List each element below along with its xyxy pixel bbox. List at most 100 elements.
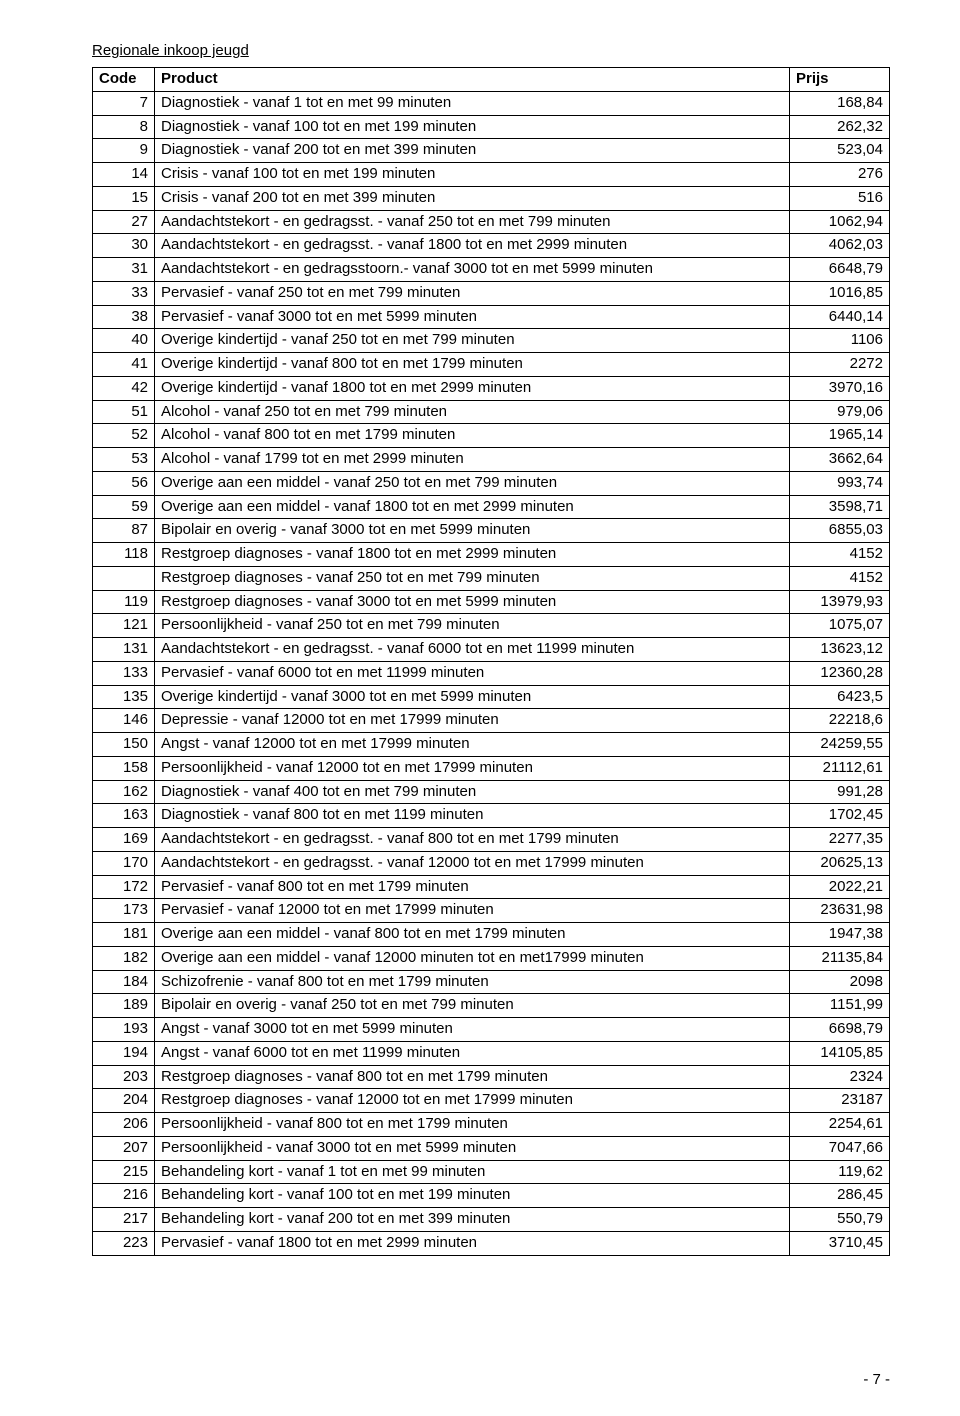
cell-prijs: 14105,85 (790, 1041, 890, 1065)
col-header-product: Product (155, 68, 790, 92)
cell-code: 41 (93, 353, 155, 377)
table-row: 15Crisis - vanaf 200 tot en met 399 minu… (93, 186, 890, 210)
cell-code: 118 (93, 543, 155, 567)
cell-code: 203 (93, 1065, 155, 1089)
table-row: 52Alcohol - vanaf 800 tot en met 1799 mi… (93, 424, 890, 448)
table-row: 42Overige kindertijd - vanaf 1800 tot en… (93, 376, 890, 400)
table-row: 169Aandachtstekort - en gedragsst. - van… (93, 828, 890, 852)
cell-product: Aandachtstekort - en gedragsst. - vanaf … (155, 828, 790, 852)
cell-prijs: 1702,45 (790, 804, 890, 828)
cell-product: Aandachtstekort - en gedragsst. - vanaf … (155, 234, 790, 258)
cell-product: Pervasief - vanaf 800 tot en met 1799 mi… (155, 875, 790, 899)
cell-prijs: 979,06 (790, 400, 890, 424)
table-row: 38Pervasief - vanaf 3000 tot en met 5999… (93, 305, 890, 329)
cell-code: 9 (93, 139, 155, 163)
cell-product: Pervasief - vanaf 250 tot en met 799 min… (155, 281, 790, 305)
cell-code: 193 (93, 1018, 155, 1042)
table-row: 203Restgroep diagnoses - vanaf 800 tot e… (93, 1065, 890, 1089)
cell-prijs: 4152 (790, 566, 890, 590)
cell-code: 33 (93, 281, 155, 305)
cell-prijs: 550,79 (790, 1208, 890, 1232)
cell-prijs: 6698,79 (790, 1018, 890, 1042)
page-number: - 7 - (863, 1371, 890, 1388)
cell-prijs: 2272 (790, 353, 890, 377)
cell-prijs: 1151,99 (790, 994, 890, 1018)
table-row: 51Alcohol - vanaf 250 tot en met 799 min… (93, 400, 890, 424)
cell-code: 8 (93, 115, 155, 139)
cell-prijs: 6440,14 (790, 305, 890, 329)
cell-prijs: 3598,71 (790, 495, 890, 519)
table-row: 59Overige aan een middel - vanaf 1800 to… (93, 495, 890, 519)
table-row: 216Behandeling kort - vanaf 100 tot en m… (93, 1184, 890, 1208)
cell-product: Schizofrenie - vanaf 800 tot en met 1799… (155, 970, 790, 994)
cell-prijs: 1965,14 (790, 424, 890, 448)
cell-prijs: 13979,93 (790, 590, 890, 614)
cell-code: 173 (93, 899, 155, 923)
table-body: 7Diagnostiek - vanaf 1 tot en met 99 min… (93, 91, 890, 1255)
cell-code: 146 (93, 709, 155, 733)
table-row: 184Schizofrenie - vanaf 800 tot en met 1… (93, 970, 890, 994)
cell-product: Overige aan een middel - vanaf 1800 tot … (155, 495, 790, 519)
cell-prijs: 21135,84 (790, 946, 890, 970)
cell-code: 184 (93, 970, 155, 994)
cell-code: 206 (93, 1113, 155, 1137)
cell-code: 217 (93, 1208, 155, 1232)
cell-code: 40 (93, 329, 155, 353)
cell-code: 169 (93, 828, 155, 852)
cell-product: Overige kindertijd - vanaf 1800 tot en m… (155, 376, 790, 400)
cell-prijs: 276 (790, 163, 890, 187)
table-row: 189Bipolair en overig - vanaf 250 tot en… (93, 994, 890, 1018)
cell-product: Crisis - vanaf 200 tot en met 399 minute… (155, 186, 790, 210)
cell-product: Diagnostiek - vanaf 800 tot en met 1199 … (155, 804, 790, 828)
table-header-row: Code Product Prijs (93, 68, 890, 92)
cell-code: 158 (93, 756, 155, 780)
table-row: Restgroep diagnoses - vanaf 250 tot en m… (93, 566, 890, 590)
cell-product: Behandeling kort - vanaf 100 tot en met … (155, 1184, 790, 1208)
table-row: 173Pervasief - vanaf 12000 tot en met 17… (93, 899, 890, 923)
cell-prijs: 20625,13 (790, 851, 890, 875)
cell-code: 181 (93, 923, 155, 947)
cell-product: Overige kindertijd - vanaf 800 tot en me… (155, 353, 790, 377)
cell-prijs: 7047,66 (790, 1136, 890, 1160)
table-row: 30Aandachtstekort - en gedragsst. - vana… (93, 234, 890, 258)
cell-code: 38 (93, 305, 155, 329)
cell-prijs: 6423,5 (790, 685, 890, 709)
cell-product: Overige aan een middel - vanaf 250 tot e… (155, 471, 790, 495)
cell-prijs: 1947,38 (790, 923, 890, 947)
cell-product: Pervasief - vanaf 3000 tot en met 5999 m… (155, 305, 790, 329)
cell-product: Diagnostiek - vanaf 400 tot en met 799 m… (155, 780, 790, 804)
cell-code: 223 (93, 1231, 155, 1255)
cell-code: 215 (93, 1160, 155, 1184)
table-row: 146Depressie - vanaf 12000 tot en met 17… (93, 709, 890, 733)
cell-product: Restgroep diagnoses - vanaf 3000 tot en … (155, 590, 790, 614)
cell-prijs: 2022,21 (790, 875, 890, 899)
cell-product: Diagnostiek - vanaf 1 tot en met 99 minu… (155, 91, 790, 115)
cell-code: 131 (93, 638, 155, 662)
cell-product: Pervasief - vanaf 6000 tot en met 11999 … (155, 661, 790, 685)
cell-prijs: 4152 (790, 543, 890, 567)
table-row: 133Pervasief - vanaf 6000 tot en met 119… (93, 661, 890, 685)
cell-code: 207 (93, 1136, 155, 1160)
cell-product: Aandachtstekort - en gedragsstoorn.- van… (155, 258, 790, 282)
table-row: 56Overige aan een middel - vanaf 250 tot… (93, 471, 890, 495)
cell-product: Overige aan een middel - vanaf 12000 min… (155, 946, 790, 970)
cell-prijs: 3662,64 (790, 448, 890, 472)
table-row: 31Aandachtstekort - en gedragsstoorn.- v… (93, 258, 890, 282)
table-row: 163Diagnostiek - vanaf 800 tot en met 11… (93, 804, 890, 828)
page: Regionale inkoop jeugd Code Product Prij… (0, 0, 960, 1416)
cell-prijs: 24259,55 (790, 733, 890, 757)
cell-code: 135 (93, 685, 155, 709)
col-header-code: Code (93, 68, 155, 92)
price-table: Code Product Prijs 7Diagnostiek - vanaf … (92, 67, 890, 1256)
cell-product: Diagnostiek - vanaf 200 tot en met 399 m… (155, 139, 790, 163)
table-row: 217Behandeling kort - vanaf 200 tot en m… (93, 1208, 890, 1232)
cell-prijs: 516 (790, 186, 890, 210)
cell-product: Restgroep diagnoses - vanaf 800 tot en m… (155, 1065, 790, 1089)
cell-code: 30 (93, 234, 155, 258)
table-row: 53Alcohol - vanaf 1799 tot en met 2999 m… (93, 448, 890, 472)
cell-product: Behandeling kort - vanaf 1 tot en met 99… (155, 1160, 790, 1184)
cell-code: 53 (93, 448, 155, 472)
cell-product: Alcohol - vanaf 800 tot en met 1799 minu… (155, 424, 790, 448)
table-row: 119Restgroep diagnoses - vanaf 3000 tot … (93, 590, 890, 614)
cell-code: 15 (93, 186, 155, 210)
